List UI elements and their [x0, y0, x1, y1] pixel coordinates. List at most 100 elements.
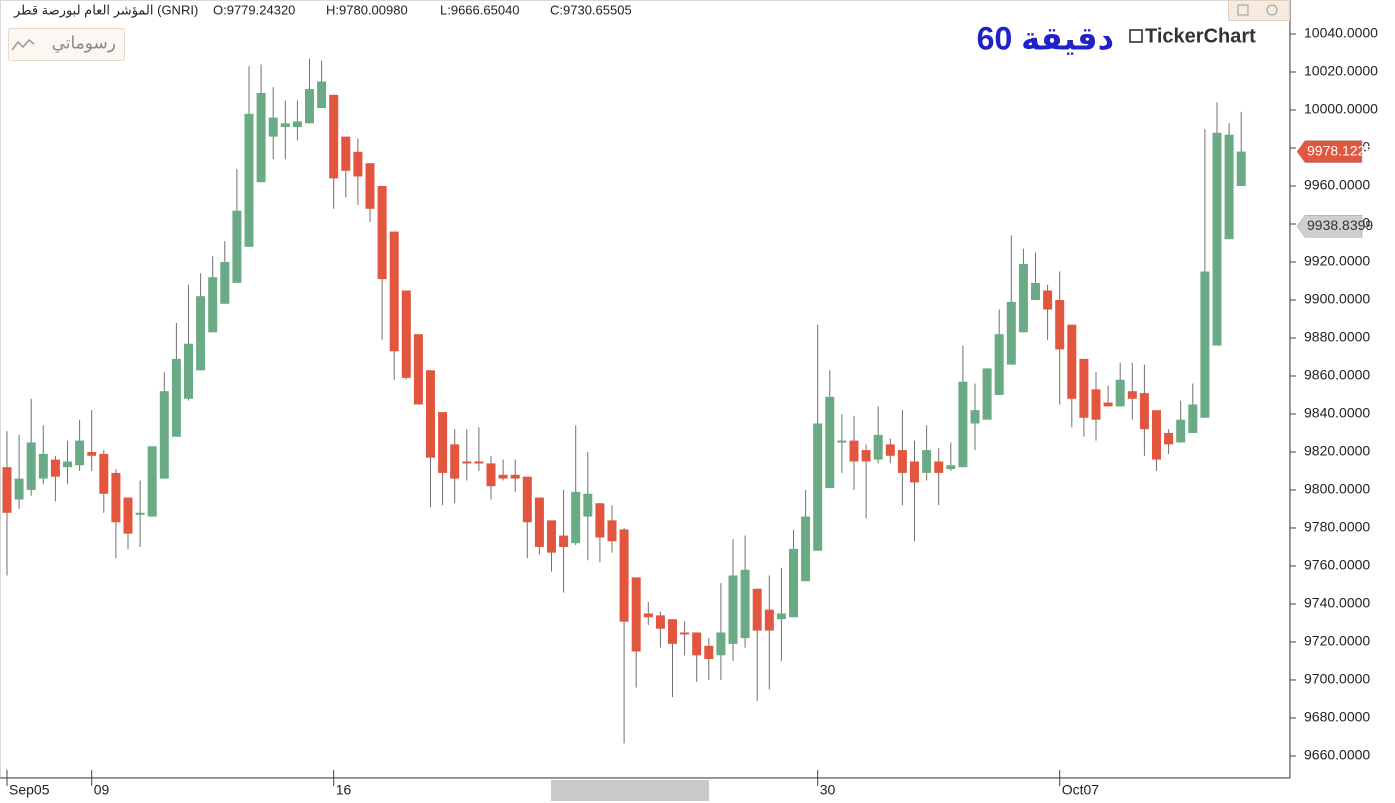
- y-tick-label: 10040.0000: [1304, 25, 1378, 41]
- candle-body: [87, 451, 97, 456]
- y-tick-label: 9880.0000: [1304, 329, 1370, 345]
- header: المؤشر العام لبورصة قطر (GNRI) O:9779.24…: [13, 2, 632, 18]
- candle-body: [1018, 263, 1028, 333]
- candle: [498, 459, 508, 481]
- candle-body: [1006, 301, 1016, 365]
- candle-body: [99, 453, 109, 494]
- candle-body: [1091, 389, 1101, 420]
- candle-body: [256, 92, 266, 183]
- candle: [1127, 362, 1137, 420]
- price-marker: [1296, 214, 1363, 238]
- candle-body: [704, 645, 714, 660]
- x-tick-label: 09: [94, 782, 110, 798]
- candle: [1031, 252, 1040, 300]
- maximize-icon[interactable]: [1237, 4, 1249, 16]
- candle-body: [607, 520, 617, 542]
- candle: [1006, 235, 1016, 365]
- candle-body: [401, 290, 411, 378]
- candle: [413, 334, 423, 405]
- candle: [220, 241, 230, 304]
- candle-body: [353, 151, 363, 177]
- candle-body: [764, 609, 774, 631]
- candle-body: [849, 440, 859, 462]
- candle: [1115, 362, 1125, 407]
- candle-body: [184, 343, 193, 399]
- candle-body: [365, 163, 375, 209]
- candle: [583, 451, 593, 561]
- y-tick-label: 9800.0000: [1304, 481, 1370, 497]
- candle: [1043, 284, 1053, 340]
- candle-body: [232, 210, 242, 283]
- candle-body: [1079, 358, 1089, 418]
- candle: [123, 497, 133, 549]
- candle: [208, 256, 218, 333]
- candle-body: [377, 185, 387, 280]
- candle: [244, 66, 254, 247]
- candle: [111, 469, 121, 559]
- candle: [317, 60, 327, 109]
- candle: [99, 450, 109, 513]
- y-tick-label: 9960.0000: [1304, 177, 1370, 193]
- candle: [994, 309, 1004, 395]
- candle: [329, 94, 339, 209]
- candle-body: [123, 497, 133, 534]
- candle: [704, 638, 714, 680]
- candle: [958, 345, 968, 468]
- candle-body: [1212, 132, 1222, 346]
- button-label[interactable]: رسوماتي: [52, 33, 116, 53]
- candle-body: [1200, 271, 1210, 418]
- candle-body: [208, 277, 218, 333]
- candle-body: [220, 261, 230, 304]
- candle-body: [1164, 432, 1174, 445]
- candle: [365, 163, 375, 223]
- settings-icon[interactable]: [1266, 4, 1278, 16]
- candle: [837, 413, 847, 473]
- scrollbar-thumb[interactable]: [551, 780, 709, 801]
- interval-label: 60 دقيقة: [977, 20, 1114, 56]
- candle-body: [789, 548, 798, 618]
- candle: [292, 100, 302, 141]
- candle: [486, 455, 496, 500]
- candle: [184, 284, 193, 401]
- candle: [2, 431, 12, 576]
- candle-body: [75, 440, 85, 466]
- window-buttons[interactable]: [1228, 0, 1290, 21]
- candle-body: [38, 453, 48, 479]
- candle: [14, 434, 24, 509]
- candle: [571, 425, 581, 546]
- candle: [147, 446, 157, 517]
- candle: [1055, 271, 1065, 405]
- y-tick-label: 9740.0000: [1304, 595, 1370, 611]
- candle: [825, 370, 835, 489]
- candle: [377, 185, 387, 340]
- candle: [1103, 385, 1113, 407]
- y-tick-label: 9680.0000: [1304, 709, 1370, 725]
- price-marker: [1296, 140, 1363, 163]
- candle-body: [135, 512, 145, 515]
- ohlc-high: H:9780.00980: [326, 2, 408, 17]
- candle: [982, 368, 992, 420]
- button-frame[interactable]: [8, 28, 125, 61]
- candle-body: [510, 474, 520, 479]
- candle-body: [873, 434, 883, 460]
- candle-body: [305, 89, 314, 124]
- candle-body: [389, 231, 399, 352]
- candle-body: [668, 619, 677, 644]
- candle-body: [728, 575, 738, 644]
- candle-body: [426, 370, 435, 458]
- candle: [897, 410, 907, 506]
- candle-body: [861, 450, 871, 462]
- candle-body: [885, 444, 895, 456]
- price-marker-label: 9978.1226: [1307, 142, 1373, 158]
- candle: [1176, 400, 1186, 443]
- x-tick-label: 30: [820, 782, 836, 798]
- drawings-button[interactable]: رسوماتي: [8, 28, 125, 61]
- candle: [232, 168, 242, 283]
- candle-body: [522, 476, 532, 523]
- brand-icon: [1129, 29, 1143, 43]
- candle: [728, 539, 738, 661]
- candle: [910, 440, 919, 542]
- candle: [655, 611, 665, 648]
- candle-body: [643, 613, 653, 618]
- candle-body: [268, 117, 278, 137]
